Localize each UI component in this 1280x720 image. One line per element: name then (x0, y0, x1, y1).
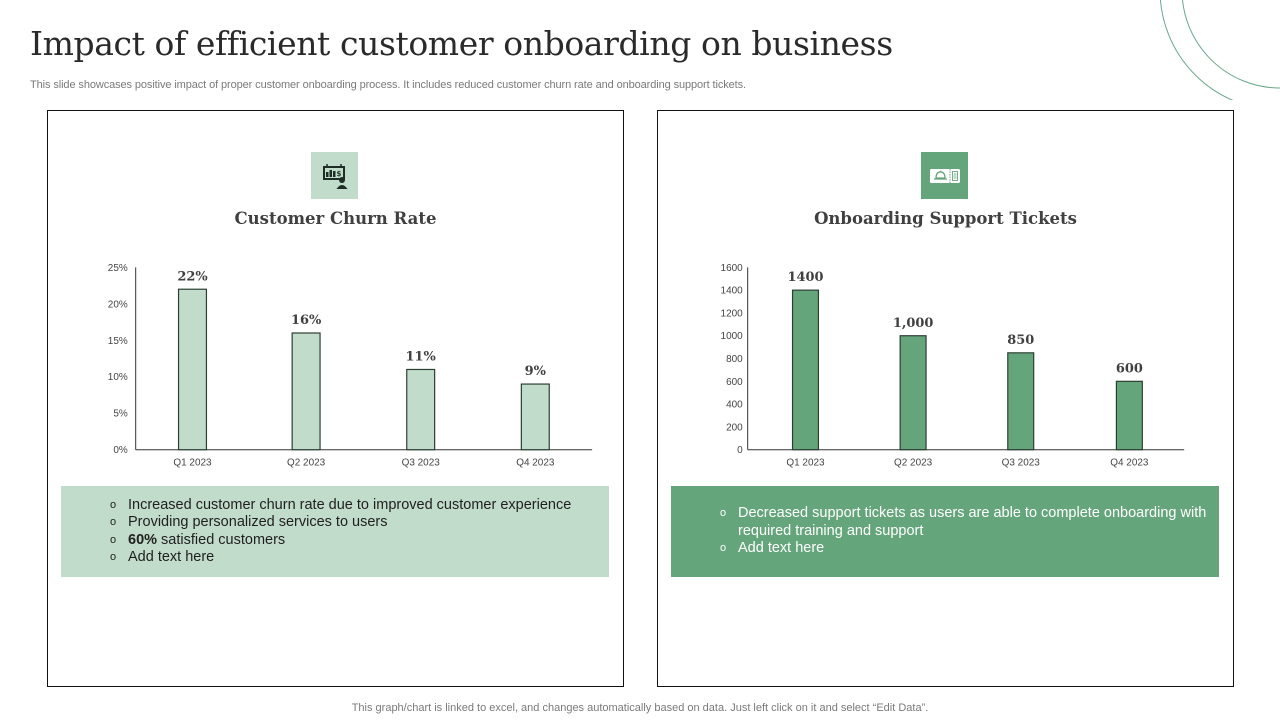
y-tick-label: 1400 (721, 286, 744, 297)
bullet-circle-icon: o (110, 551, 117, 563)
bullet-circle-icon: o (720, 507, 727, 520)
y-tick-label: 0% (113, 445, 128, 456)
tickets-notes-box: o Decreased support tickets as users are … (671, 486, 1219, 577)
y-tick-label: 400 (726, 400, 743, 411)
bar-value-label: 1400 (787, 270, 823, 285)
y-tick-label: 200 (726, 422, 743, 433)
bar[interactable] (291, 332, 321, 451)
churn-chart-title: Customer Churn Rate (234, 209, 437, 228)
bullet-highlight: 60% (128, 531, 158, 548)
y-tick-label: 20% (108, 299, 128, 310)
y-tick-label: 25% (108, 263, 128, 274)
decorative-circles (1159, 0, 1280, 100)
y-tick-label: 0 (737, 445, 743, 456)
bullet-text: Increased customer churn rate due to imp… (128, 496, 572, 513)
bar-value-label: 600 (1116, 361, 1143, 376)
svg-text:$: $ (336, 170, 341, 178)
footer-note: This graph/chart is linked to excel, and… (351, 702, 929, 714)
ticket-support-icon (921, 152, 968, 199)
x-tick-label: Q3 2023 (402, 458, 441, 469)
x-tick-label: Q3 2023 (1002, 458, 1041, 469)
page-subtitle: This slide showcases positive impact of … (30, 79, 746, 91)
bar[interactable] (791, 289, 820, 451)
bar[interactable] (177, 288, 208, 451)
bar-value-label: 11% (406, 349, 436, 364)
support-tickets-bar-chart[interactable]: 0 200 400 600 800 1000 1200 1400 1600 1400 Q1 2023… (658, 251, 1233, 481)
x-tick-label: Q1 2023 (173, 458, 212, 469)
y-tick-label: 1600 (721, 263, 744, 274)
tickets-chart-title: Onboarding Support Tickets (814, 209, 1077, 228)
bullet-text: Decreased support tickets as users are a… (738, 505, 1207, 539)
x-tick-label: Q4 2023 (516, 458, 555, 469)
bullet-item: o Add text here (109, 549, 609, 567)
y-tick-label: 15% (108, 336, 128, 347)
bar-value-label: 850 (1007, 333, 1034, 348)
bar[interactable] (1115, 380, 1143, 451)
bullet-circle-icon: o (720, 542, 727, 555)
x-tick-label: Q2 2023 (287, 458, 326, 469)
support-tickets-panel: Onboarding Support Tickets 0 200 400 600 800… (657, 110, 1234, 687)
bar-value-label: 16% (291, 313, 321, 328)
y-tick-label: 5% (113, 409, 128, 420)
bullet-text: 60% satisfied customers (128, 531, 286, 548)
bullet-circle-icon: o (110, 533, 117, 546)
y-tick-label: 1200 (721, 308, 744, 319)
x-tick-label: Q2 2023 (894, 458, 933, 469)
bar[interactable] (1007, 352, 1035, 451)
y-tick-label: 600 (726, 377, 743, 388)
x-tick-label: Q4 2023 (1110, 458, 1149, 469)
churn-rate-bar-chart[interactable]: 0% 5% 10% 15% 20% 25% 22% Q1 2023 16% Q2 2023 11% Q… (48, 251, 623, 481)
bullet-circle-icon: o (110, 516, 117, 528)
presentation-board-dollar-person-icon: $ (311, 152, 358, 199)
bar-value-label: 22% (177, 269, 207, 284)
bullet-item: o Increased customer churn rate due to im… (109, 497, 609, 515)
bullet-item: o Providing personalized services to user… (109, 514, 609, 532)
bar[interactable] (406, 368, 436, 451)
churn-rate-panel: $ Customer Churn Rate 0% 5% 10% 15% 20% 25% 22… (47, 110, 624, 687)
bullet-item: o Decreased support tickets as users are … (719, 505, 1219, 540)
y-tick-label: 1000 (721, 331, 744, 342)
bar-value-label: 1,000 (893, 316, 934, 331)
bullet-text: Add text here (128, 549, 215, 565)
bullet-circle-icon: o (110, 498, 117, 511)
y-tick-label: 10% (108, 372, 128, 383)
bullet-item: o Add text here (719, 540, 1219, 558)
bullet-text: Providing personalized services to users (128, 514, 388, 530)
bar-value-label: 9% (525, 364, 546, 379)
bar[interactable] (899, 335, 927, 451)
x-tick-label: Q1 2023 (786, 458, 825, 469)
bar[interactable] (520, 383, 550, 451)
bullet-item: o 60% satisfied customers (109, 532, 609, 550)
y-tick-label: 800 (726, 354, 743, 365)
page-title: Impact of efficient customer onboarding … (30, 24, 893, 63)
bullet-text: Add text here (738, 540, 825, 557)
churn-notes-box: o Increased customer churn rate due to im… (61, 486, 609, 577)
